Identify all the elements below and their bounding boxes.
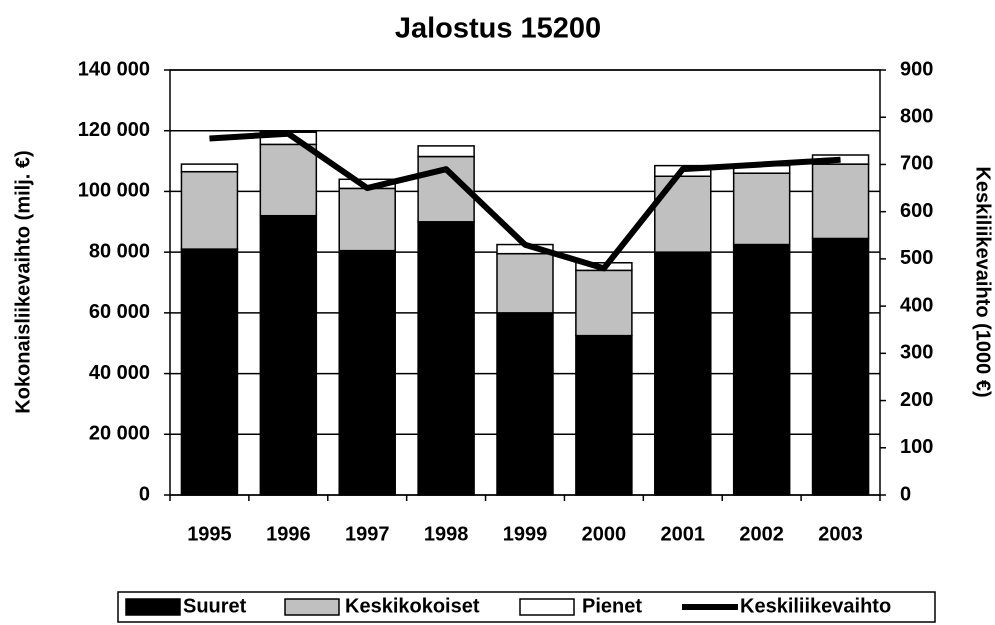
legend-swatch [519,598,575,616]
bar-segment [180,163,239,173]
bar-segment [338,187,396,252]
y2-tick-label: 200 [900,389,933,411]
bar-segment [732,243,791,496]
y2-tick-label: 500 [900,247,933,269]
plot-frame [169,69,881,496]
y2-tick-label: 0 [900,483,911,505]
x-tick-label: 2001 [661,523,706,545]
bar-segment [417,145,475,158]
chart-title: Jalostus 15200 [395,13,601,45]
bar-segment [417,221,475,496]
y2-tick-label: 800 [900,106,933,128]
bar-segment [259,214,318,496]
bar-segment [575,269,633,337]
y-tick-label: 40 000 [89,362,150,384]
bar-segment [496,252,554,314]
y-tick-label: 80 000 [89,240,150,262]
x-tick-label: 1996 [266,523,311,545]
y-tick-label: 20 000 [89,423,150,445]
x-tick-label: 2003 [818,523,863,545]
legend-swatch [284,598,340,616]
bar-segment [180,170,239,250]
y2-tick-label: 700 [900,153,933,175]
bar-segment [338,249,396,496]
bar-segment [811,163,870,240]
bar-segment [654,175,712,253]
line-series [209,130,841,272]
y-axis-title: Kokonaisliikevaihto (milj. €) [12,150,34,413]
x-tick-label: 1997 [345,523,390,545]
legend-label: Keskikokoiset [345,595,480,617]
y-tick-label: 140 000 [78,58,150,80]
y-tick-label: 120 000 [78,119,150,141]
legend-label: Suuret [183,595,247,617]
y2-tick-label: 400 [900,294,933,316]
bar-segment [732,172,791,246]
y-tick-label: 60 000 [89,301,150,323]
x-tick-label: 1995 [187,523,232,545]
y2-tick-label: 300 [900,342,933,364]
bar-segment [180,248,239,496]
bar-segment [654,251,712,496]
bar-segment [496,312,554,496]
bar-segment [259,143,318,217]
y2-tick-label: 900 [900,58,933,80]
x-tick-label: 2002 [739,523,784,545]
y2-axis-title: Keskiliikevaihto (1000 €) [972,166,994,397]
legend-label: Keskiliikevaihto [740,595,891,617]
y-tick-label: 0 [139,483,150,505]
legend-label: Pienet [582,595,642,617]
y2-tick-label: 600 [900,200,933,222]
y2-tick-label: 100 [900,436,933,458]
bar-segment [575,334,633,496]
x-tick-label: 1999 [503,523,548,545]
bar-segment [811,237,870,496]
x-tick-label: 2000 [582,523,627,545]
x-tick-label: 1998 [424,523,469,545]
legend-swatch [125,598,181,616]
y-tick-label: 100 000 [78,180,150,202]
